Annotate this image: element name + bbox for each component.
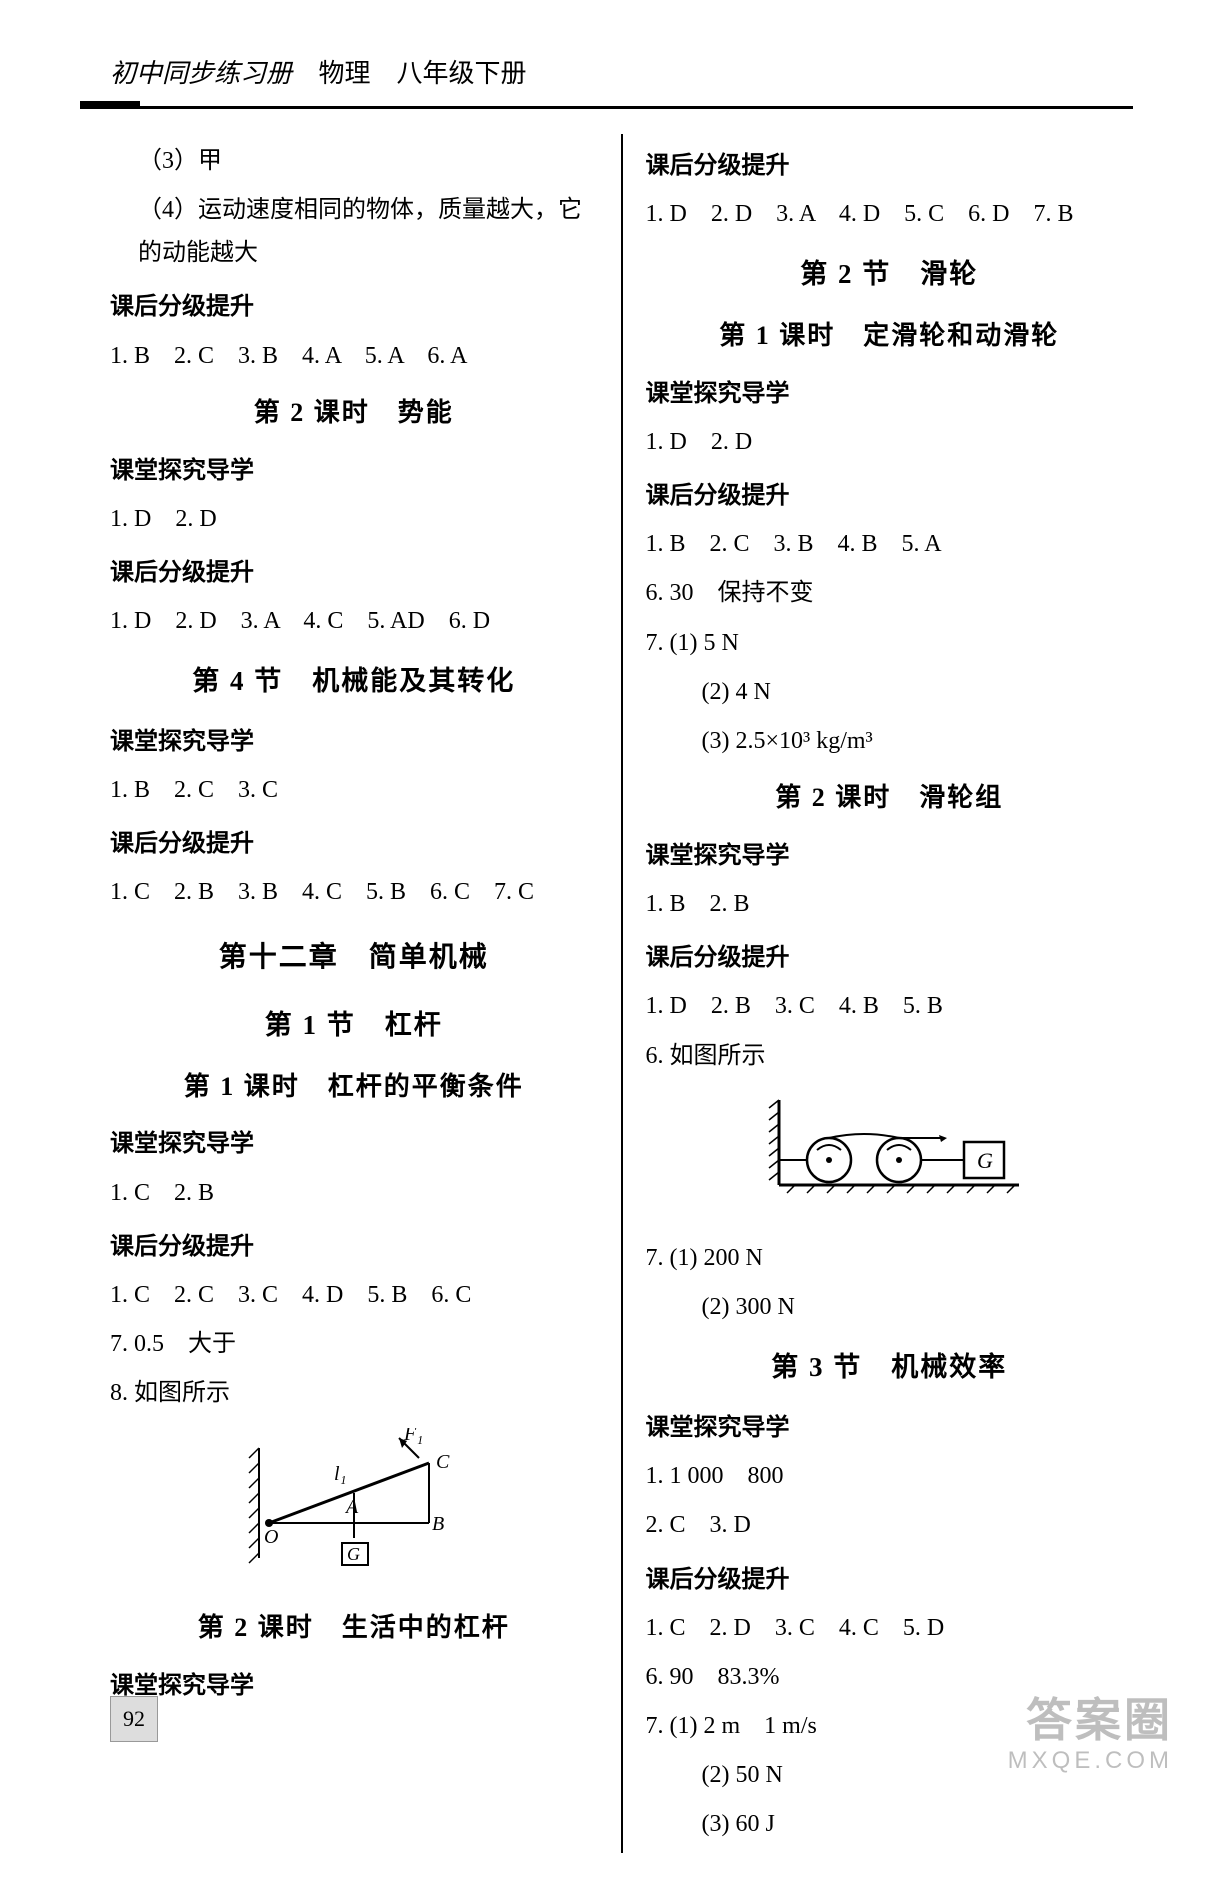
section-title: 课后分级提升 — [110, 1225, 598, 1268]
section-title: 课堂探究导学 — [110, 1122, 598, 1165]
answers: 1. B 2. B — [646, 883, 1134, 926]
section-title: 课后分级提升 — [110, 822, 598, 865]
section-title: 课后分级提升 — [646, 1558, 1134, 1601]
svg-text:O: O — [264, 1526, 278, 1548]
answers: 1. C 2. B — [110, 1172, 598, 1215]
answer-7-1: 7. (1) 200 N — [646, 1237, 1134, 1280]
answers: 1. D 2. D 3. A 4. D 5. C 6. D 7. B — [646, 193, 1134, 236]
answer-6: 6. 30 保持不变 — [646, 572, 1134, 615]
answers: 1. D 2. D — [110, 498, 598, 541]
left-column: （3）甲 （4）运动速度相同的物体，质量越大，它的动能越大 课后分级提升 1. … — [110, 134, 613, 1853]
watermark-sub: MXQE.COM — [1008, 1739, 1173, 1782]
svg-text:B: B — [432, 1513, 444, 1535]
section-title: 课堂探究导学 — [646, 1406, 1134, 1449]
answers: 1. B 2. C 3. B 4. B 5. A — [646, 523, 1134, 566]
answer-7-3: (3) 60 J — [646, 1803, 1134, 1846]
answers: 1. C 2. C 3. C 4. D 5. B 6. C — [110, 1274, 598, 1317]
section-title: 课后分级提升 — [646, 936, 1134, 979]
answer-23: 2. C 3. D — [646, 1504, 1134, 1547]
section-title: 课堂探究导学 — [110, 720, 598, 763]
answer-1: 1. 1 000 800 — [646, 1455, 1134, 1498]
item-3: （3）甲 — [110, 140, 598, 183]
header-title-1: 初中同步练习册 — [110, 59, 292, 88]
svg-text:l₁: l₁ — [334, 1463, 347, 1485]
answer-7: 7. 0.5 大于 — [110, 1323, 598, 1366]
right-column: 课后分级提升 1. D 2. D 3. A 4. D 5. C 6. D 7. … — [631, 134, 1134, 1853]
answers: 1. C 2. B 3. B 4. C 5. B 6. C 7. C — [110, 871, 598, 914]
answers: A — [110, 1713, 598, 1756]
pulley-figure: G — [646, 1090, 1134, 1225]
section-title: 课后分级提升 — [646, 144, 1134, 187]
content-columns: （3）甲 （4）运动速度相同的物体，质量越大，它的动能越大 课后分级提升 1. … — [110, 134, 1133, 1853]
section-title: 第 1 节 杠杆 — [110, 1001, 598, 1050]
section-title: 课堂探究导学 — [646, 834, 1134, 877]
pulley-diagram: G — [739, 1090, 1039, 1210]
answers: 1. D 2. D 3. A 4. C 5. AD 6. D — [110, 600, 598, 643]
subsection-title: 第 2 课时 滑轮组 — [646, 775, 1134, 822]
lever-diagram: O A B C F₁ l₁ — [224, 1428, 484, 1578]
page-number: 92 — [110, 1696, 158, 1742]
section-title: 课堂探究导学 — [110, 1664, 598, 1707]
chapter-title: 第十二章 简单机械 — [110, 933, 598, 983]
header-title-2: 物理 八年级下册 — [319, 58, 527, 88]
column-divider — [621, 134, 623, 1853]
subsection-title: 第 1 课时 杠杆的平衡条件 — [110, 1064, 598, 1111]
answer-6: 6. 如图所示 — [646, 1035, 1134, 1078]
answers: 1. D 2. D — [646, 421, 1134, 464]
section-title: 课后分级提升 — [646, 474, 1134, 517]
section-title: 课堂探究导学 — [110, 449, 598, 492]
section-title: 课堂探究导学 — [646, 372, 1134, 415]
answers: 1. D 2. B 3. C 4. B 5. B — [646, 985, 1134, 1028]
svg-text:C: C — [436, 1451, 450, 1473]
svg-text:G: G — [347, 1544, 360, 1564]
answer-7-3: (3) 2.5×10³ kg/m³ — [646, 720, 1134, 763]
subsection-title: 第 2 课时 势能 — [110, 390, 598, 437]
item-4: （4）运动速度相同的物体，质量越大，它的动能越大 — [110, 189, 598, 275]
answer-8: 8. 如图所示 — [110, 1372, 598, 1415]
svg-text:F₁: F₁ — [403, 1428, 423, 1445]
section-title: 第 3 节 机械效率 — [646, 1343, 1134, 1392]
answer-7-2: (2) 300 N — [646, 1286, 1134, 1329]
answer-7-2: (2) 4 N — [646, 671, 1134, 714]
section-title: 第 2 节 滑轮 — [646, 250, 1134, 299]
svg-text:G: G — [977, 1148, 993, 1173]
subsection-title: 第 1 课时 定滑轮和动滑轮 — [646, 313, 1134, 360]
svg-text:A: A — [344, 1496, 359, 1518]
section-title: 课后分级提升 — [110, 551, 598, 594]
subsection-title: 第 2 课时 生活中的杠杆 — [110, 1605, 598, 1652]
section-title: 课后分级提升 — [110, 285, 598, 328]
answer-7-1: 7. (1) 5 N — [646, 622, 1134, 665]
answers: 1. B 2. C 3. B 4. A 5. A 6. A — [110, 335, 598, 378]
answers: 1. B 2. C 3. C — [110, 769, 598, 812]
lever-figure: O A B C F₁ l₁ — [110, 1428, 598, 1593]
page-header: 初中同步练习册 物理 八年级下册 — [110, 50, 1133, 109]
section-title: 第 4 节 机械能及其转化 — [110, 657, 598, 706]
answers: 1. C 2. D 3. C 4. C 5. D — [646, 1607, 1134, 1650]
